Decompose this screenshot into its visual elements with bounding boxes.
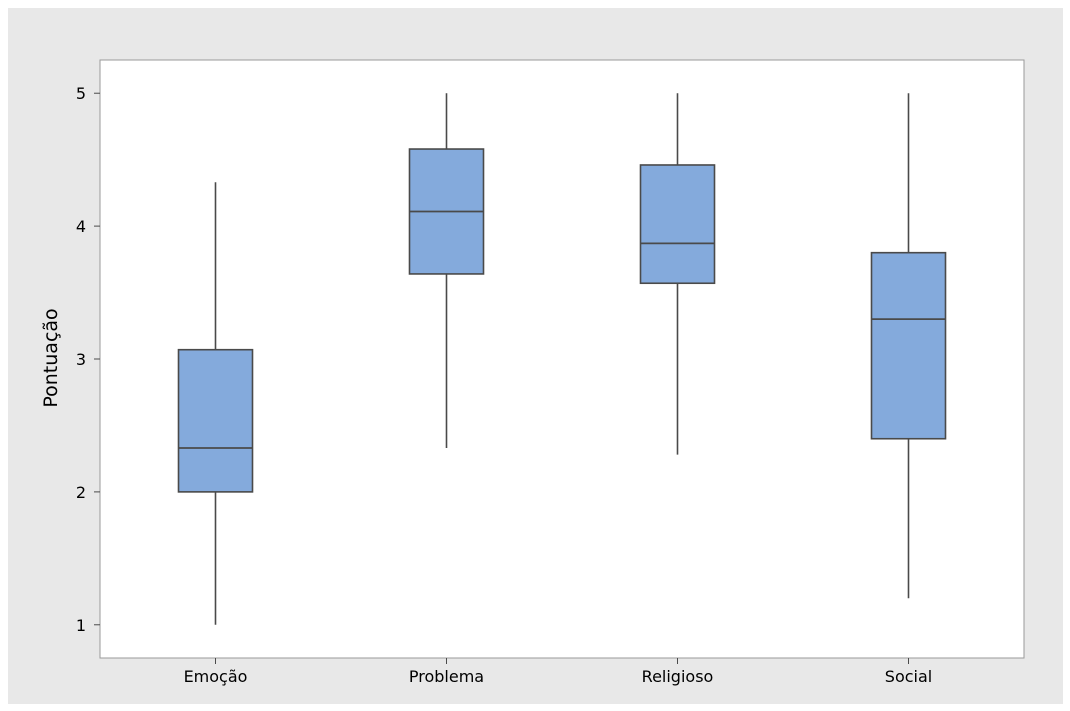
y-axis-label: Pontuação (40, 308, 62, 407)
plot-area (99, 59, 1025, 659)
box-iqr (177, 348, 254, 493)
x-tick-label: Problema (409, 667, 484, 686)
box-1 (177, 182, 254, 625)
x-tick-label: Social (885, 667, 932, 686)
box-iqr (639, 164, 716, 285)
y-tick-label: 3 (76, 350, 86, 369)
boxplot-chart: 1 2 3 4 5 Emoção Problema Religioso Social Pont… (40, 59, 1025, 686)
y-tick-label: 5 (76, 84, 86, 103)
box-series (177, 93, 947, 625)
chart-figure: 1 2 3 4 5 Emoção Problema Religioso Social Pont… (8, 8, 1063, 704)
box-3 (639, 93, 716, 455)
y-tick-label: 4 (76, 217, 86, 236)
x-tick-label: Religioso (642, 667, 714, 686)
x-tick-label: Emoção (184, 667, 248, 686)
y-tick-label: 2 (76, 483, 86, 502)
x-axis: Emoção Problema Religioso Social (184, 658, 932, 686)
box-4 (870, 93, 947, 599)
y-axis: 1 2 3 4 5 (76, 84, 100, 635)
y-tick-label: 1 (76, 616, 86, 635)
box-2 (408, 93, 485, 449)
box-iqr (870, 251, 947, 440)
